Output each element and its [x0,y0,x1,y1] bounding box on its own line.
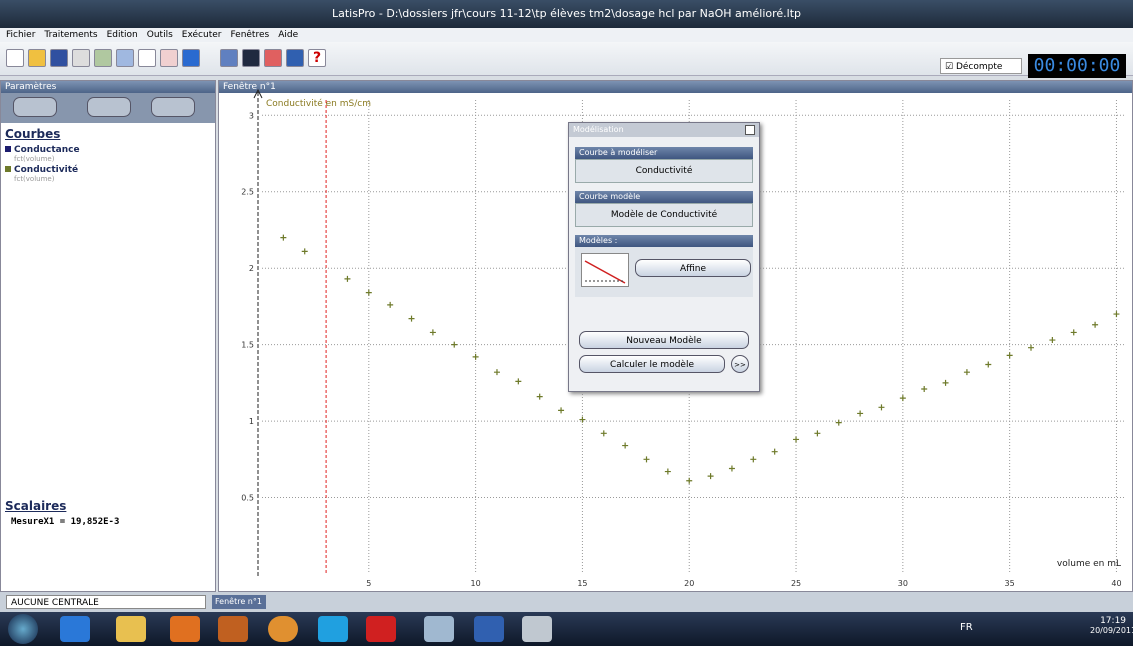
tool-save[interactable] [50,49,68,67]
timer: 00:00:00 [1028,54,1126,78]
menu-bar: Fichier Traitements Edition Outils Exécuter F… [0,28,1133,42]
tool-run[interactable] [182,49,200,67]
btn-check[interactable] [87,97,131,117]
new-model-button[interactable]: Nouveau Modèle [579,331,749,349]
compute-button[interactable]: Calculer le modèle [579,355,725,373]
date: 20/09/2011 [1090,626,1133,635]
taskbar-app[interactable] [318,616,348,642]
menu-item[interactable]: Fenêtres [230,28,269,42]
curve-section: Courbe à modéliser Conductivité [575,147,753,183]
curve-sub: fct(volume) [5,155,211,163]
menu-item[interactable]: Outils [147,28,173,42]
menu-item[interactable]: Edition [107,28,138,42]
tool-sheet[interactable] [242,49,260,67]
time: 17:19 [1090,616,1133,626]
model-type-button[interactable]: Affine [635,259,751,277]
tool-calc[interactable] [220,49,238,67]
menu-item[interactable]: Aide [278,28,298,42]
more-button[interactable]: >> [731,355,749,373]
section-title: Courbe modèle [575,191,753,203]
window-tab[interactable]: Fenêtre n°1 [212,595,266,609]
tool-new[interactable] [6,49,24,67]
tool-help[interactable]: ? [308,49,326,67]
curve-value[interactable]: Conductivité [575,159,753,183]
taskbar-app[interactable] [522,616,552,642]
section-title: Modèles : [575,235,753,247]
window-title: LatisPro - D:\dossiers jfr\cours 11-12\t… [0,0,1133,28]
taskbar-app[interactable] [424,616,454,642]
panel-buttons [1,93,215,123]
curve-color [5,166,11,172]
scalar: MesureX1 = 19,852E-3 [11,517,119,527]
menu-item[interactable]: Traitements [44,28,97,42]
tool-cut[interactable] [72,49,90,67]
tool-window[interactable] [116,49,134,67]
curve-color [5,146,11,152]
panel-title: Paramètres [1,81,215,93]
curves-heading: Courbes [1,123,215,145]
btn-edit[interactable] [151,97,195,117]
chart-window-title: Fenêtre n°1 [219,81,1132,93]
countdown-checkbox[interactable]: ☑ Décompte [940,58,1022,74]
tool-table[interactable] [286,49,304,67]
tool-open[interactable] [28,49,46,67]
countdown-label: Décompte [956,62,1002,72]
language[interactable]: FR [960,622,973,633]
taskbar-app[interactable] [474,616,504,642]
model-value[interactable]: Modèle de Conductivité [575,203,753,227]
dialog-close[interactable] [745,125,755,135]
curve-name: Conductance [14,145,80,155]
acquisition-status: AUCUNE CENTRALE [6,595,206,609]
dialog-title: Modélisation [569,123,759,137]
btn-curves[interactable] [13,97,57,117]
model-thumbnail [581,253,629,287]
taskbar-app[interactable] [116,616,146,642]
models-section: Modèles : Affine [575,235,753,297]
scalars-heading: Scalaires [5,499,66,513]
curve-sub: fct(volume) [5,175,211,183]
tool-print[interactable] [94,49,112,67]
taskbar-app[interactable] [366,616,396,642]
taskbar-app[interactable] [268,616,298,642]
tool-model[interactable] [160,49,178,67]
taskbar-app[interactable] [60,616,90,642]
taskbar-app[interactable] [218,616,248,642]
menu-item[interactable]: Fichier [6,28,35,42]
curve-name: Conductivité [14,165,78,175]
screen: LatisPro - D:\dossiers jfr\cours 11-12\t… [0,0,1133,646]
section-title: Courbe à modéliser [575,147,753,159]
tool-setup[interactable] [264,49,282,67]
menu-item[interactable]: Exécuter [182,28,222,42]
model-section: Courbe modèle Modèle de Conductivité [575,191,753,227]
start-button[interactable] [8,614,38,644]
taskbar-app[interactable] [170,616,200,642]
modeling-dialog: Modélisation Courbe à modéliser Conducti… [568,122,760,392]
tool-curve[interactable] [138,49,156,67]
